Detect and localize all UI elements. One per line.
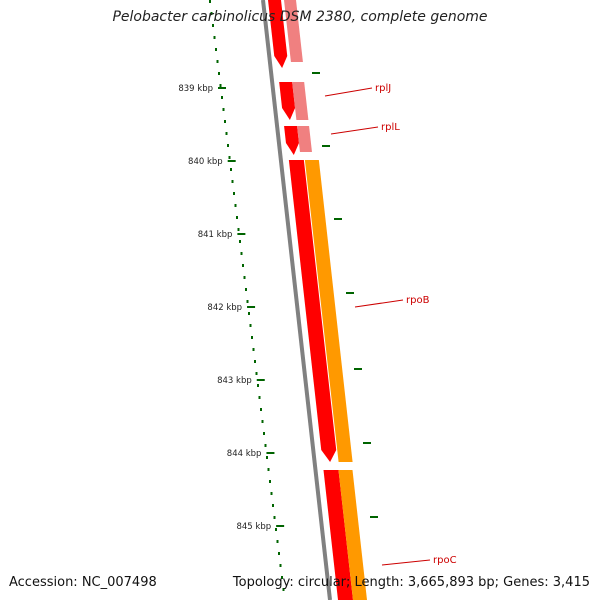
gene-label-leader [381,559,431,566]
gc-dot [236,216,238,219]
gc-dot [260,408,262,411]
feature-track [268,0,367,600]
gene-label-leader [330,126,379,135]
gc-dot [228,156,231,159]
gc-dot [209,0,211,3]
gc-dot [275,528,277,531]
gc-dot [246,300,249,303]
gene-orange-rpoB [304,160,353,462]
gc-mark [322,145,330,147]
gc-dot [239,240,241,243]
gc-dot [240,252,243,255]
gene-label-rpoB: rpoB [406,295,430,306]
gc-dot [212,24,214,27]
gene-faded-3 [297,126,312,152]
ruler-tick [237,233,246,235]
gc-dot [279,564,282,567]
gc-dot [252,348,255,351]
cds-red-rpoC [323,470,353,600]
gc-dot [276,540,279,543]
ruler-tick-label: 844 kbp [227,449,262,459]
gene-orange-rpoC [338,470,367,600]
gc-dot [245,288,247,291]
ruler-tick [218,87,226,89]
ruler-tick-label: 841 kbp [198,230,233,240]
gc-dot [242,264,244,267]
gc-dot [224,120,226,123]
gc-mark [363,442,371,444]
cds-red-2 [279,82,296,120]
gc-dot [255,372,258,375]
gc-dot [210,12,213,15]
gc-mark [312,72,320,74]
gc-dot [272,504,274,507]
gc-dot [243,276,246,279]
gc-dot [263,432,265,435]
gc-dot [281,576,283,579]
ruler-tick-label: 842 kbp [207,303,242,313]
gene-faded-2 [292,82,309,120]
gene-label-rpoC: rpoC [433,555,457,566]
gene-faded-1 [284,0,303,62]
gc-dot [213,36,216,39]
gc-dot [264,444,267,447]
gc-mark [346,292,354,294]
gc-mark [370,516,378,518]
ruler-tick-label: 845 kbp [236,522,271,532]
gc-mark [354,368,362,370]
genome-backbone [261,0,332,600]
gc-dot [231,180,234,183]
gc-dot [254,360,256,363]
gc-dot [227,144,229,147]
ruler-tick [256,379,265,381]
gc-dot [230,168,232,171]
gc-dot [237,228,240,231]
ruler-tick [266,452,275,454]
gene-label-rplL: rplL [381,122,400,133]
ruler-tick-label: 839 kbp [178,84,213,94]
genome-summary-text: Topology: circular; Length: 3,665,893 bp… [232,575,590,590]
gc-dot [251,336,253,339]
gc-dot [266,456,268,459]
cds-red-rpoB [288,160,337,462]
cds-red-3 [284,126,299,155]
gc-dot [261,420,264,423]
gc-dot [234,204,237,207]
gc-dot [282,588,285,591]
gc-dot [222,108,225,111]
ruler-track: 839 kbp 840 kbp 841 kbp 842 kbp 843 kbp 844 k… [178,72,378,532]
gc-dot [258,396,261,399]
gene-label-leader [324,87,373,97]
cds-red-1 [268,0,288,68]
map-title: Pelobacter carbinolicus DSM 2380, comple… [112,9,488,25]
gc-dot [257,384,259,387]
gc-dot [218,72,220,75]
gene-label-rplJ: rplJ [375,83,391,94]
ruler-tick [276,525,285,527]
gc-dot [249,324,252,327]
gc-dot [216,60,219,63]
gc-dot [267,468,270,471]
gc-dot [273,516,276,519]
gc-dot [278,552,280,555]
gc-dot [225,132,228,135]
gc-dot [269,480,271,483]
ruler-tick-label: 840 kbp [188,157,223,167]
ruler-tick [227,160,236,162]
gc-dot [248,312,250,315]
gene-labels: rplJ rplL rpoB rpoC [324,83,457,566]
gc-dot [233,192,235,195]
ruler-tick [247,306,256,308]
gc-skew-dots [209,0,285,591]
gc-dot [270,492,273,495]
gene-label-leader [354,299,404,308]
gc-dot [221,96,223,99]
accession-text: Accession: NC_007498 [9,575,157,590]
gc-dot [215,48,217,51]
gc-mark [334,218,342,220]
ruler-tick-label: 843 kbp [217,376,252,386]
gc-dot [219,84,222,87]
